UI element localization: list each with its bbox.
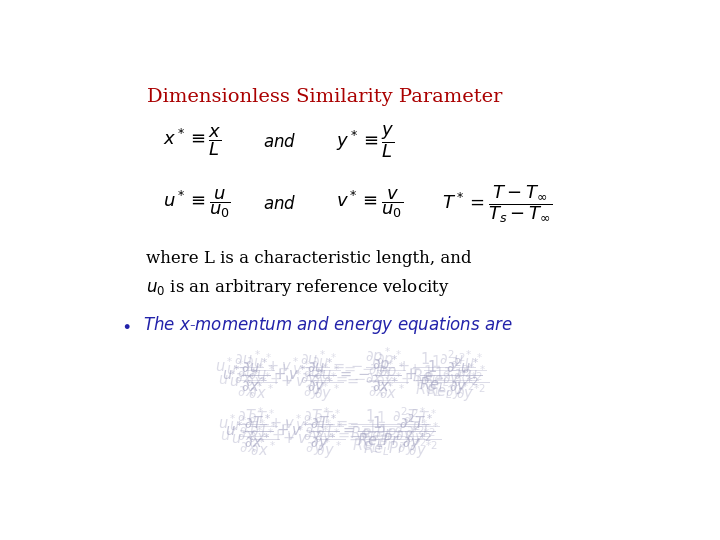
Text: $u^* \dfrac{\partial u^*}{\partial x^*} + v^* \dfrac{\partial u^*}{\partial y^*}: $u^* \dfrac{\partial u^*}{\partial x^*} … — [222, 353, 482, 396]
Text: $u^* \dfrac{\partial T^*}{\partial x^*} + v^* \dfrac{\partial T^*}{\partial y^*}: $u^* \dfrac{\partial T^*}{\partial x^*} … — [229, 407, 440, 448]
Text: $u^* \dfrac{\partial T^*}{\partial x^*} + v^* \dfrac{\partial T^*}{\partial y^*}: $u^* \dfrac{\partial T^*}{\partial x^*} … — [231, 420, 442, 461]
Text: $\mathit{and}$: $\mathit{and}$ — [263, 195, 297, 213]
Text: $u^* \dfrac{\partial u^*}{\partial x^*} + v^* \dfrac{\partial u^*}{\partial y^*}: $u^* \dfrac{\partial u^*}{\partial x^*} … — [227, 348, 487, 392]
Text: $u^* \dfrac{\partial u^*}{\partial x^*} + v^* \dfrac{\partial u^*}{\partial y^*}: $u^* \dfrac{\partial u^*}{\partial x^*} … — [217, 357, 478, 402]
Text: $u^* \dfrac{\partial u^*}{\partial x^*} + v^* \dfrac{\partial u^*}{\partial y^*}: $u^* \dfrac{\partial u^*}{\partial x^*} … — [229, 360, 489, 404]
Text: where L is a characteristic length, and: where L is a characteristic length, and — [145, 249, 472, 267]
Text: Dimensionless Similarity Parameter: Dimensionless Similarity Parameter — [147, 87, 502, 106]
Text: $x^* \equiv \dfrac{x}{L}$: $x^* \equiv \dfrac{x}{L}$ — [163, 125, 221, 158]
Text: $\mathit{The\ x}$-$\mathit{momentum\ and\ energy\ equations\ are}$: $\mathit{The\ x}$-$\mathit{momentum\ and… — [143, 314, 513, 336]
Text: $v^* \equiv \dfrac{v}{u_0}$: $v^* \equiv \dfrac{v}{u_0}$ — [336, 188, 402, 220]
Text: $\bullet$: $\bullet$ — [121, 316, 130, 334]
Text: $u^* \dfrac{\partial T^*}{\partial x^*} + v^* \dfrac{\partial T^*}{\partial y^*}: $u^* \dfrac{\partial T^*}{\partial x^*} … — [220, 417, 431, 458]
Text: $u^* \dfrac{\partial u^*}{\partial x^*} + v^* \dfrac{\partial u^*}{\partial y^*}: $u^* \dfrac{\partial u^*}{\partial x^*} … — [215, 345, 476, 389]
Text: $u^* \equiv \dfrac{u}{u_0}$: $u^* \equiv \dfrac{u}{u_0}$ — [163, 188, 230, 220]
Text: $y^* \equiv \dfrac{y}{L}$: $y^* \equiv \dfrac{y}{L}$ — [336, 124, 394, 160]
Text: $u^* \dfrac{\partial T^*}{\partial x^*} + v^* \dfrac{\partial T^*}{\partial y^*}: $u^* \dfrac{\partial T^*}{\partial x^*} … — [218, 405, 428, 446]
Text: $T^* = \dfrac{T - T_\infty}{T_s - T_\infty}$: $T^* = \dfrac{T - T_\infty}{T_s - T_\inf… — [441, 183, 552, 225]
Text: $\mathit{and}$: $\mathit{and}$ — [263, 133, 297, 151]
Text: $u^* \dfrac{\partial T^*}{\partial x^*} + v^* \dfrac{\partial T^*}{\partial y^*}: $u^* \dfrac{\partial T^*}{\partial x^*} … — [225, 413, 436, 453]
Text: $u_0$ is an arbitrary reference velocity: $u_0$ is an arbitrary reference velocity — [145, 277, 449, 298]
